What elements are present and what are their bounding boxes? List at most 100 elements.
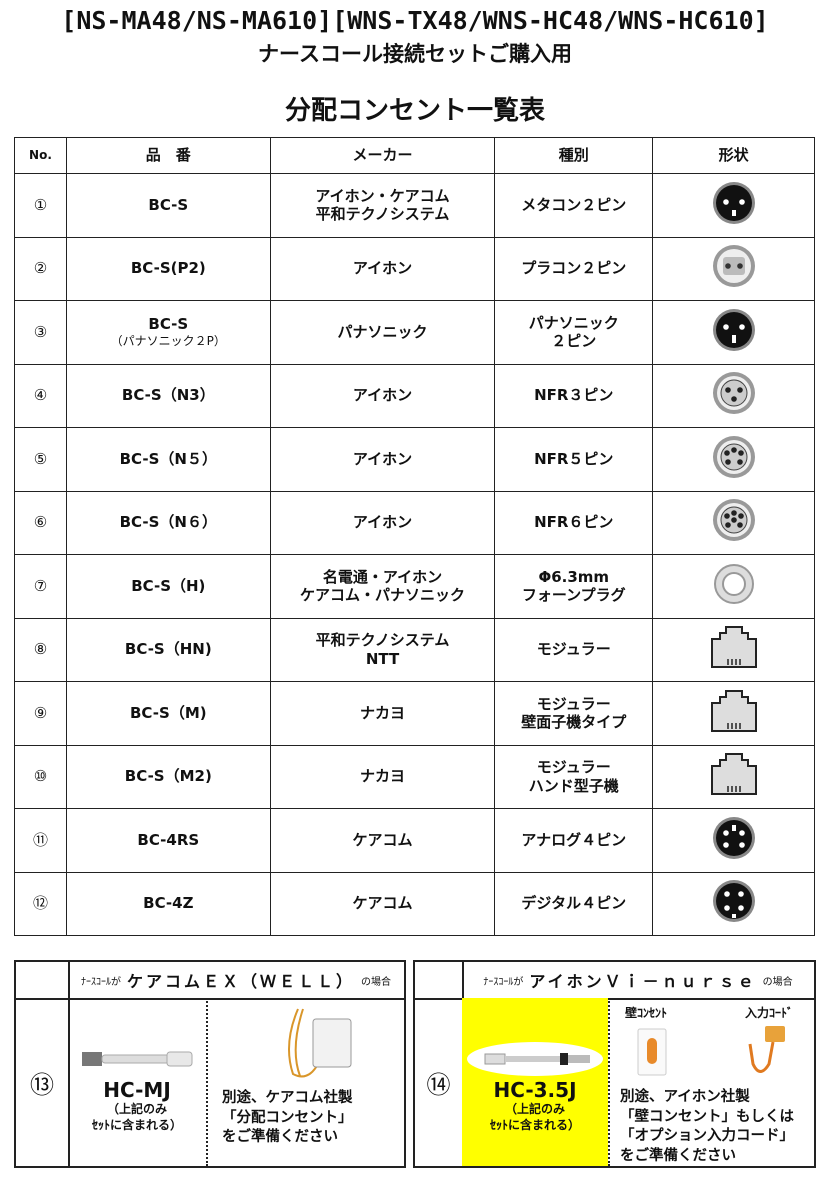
maker-cell: アイホン・ケアコム 平和テクノシステム — [269, 173, 496, 238]
outlet-product-icon — [288, 1008, 352, 1078]
shape-cell — [652, 808, 815, 873]
wall-outlet-label: 壁ｺﾝｾﾝﾄ — [625, 1006, 668, 1020]
maker-cell: ナカヨ — [269, 681, 496, 746]
type-line: モジュラー — [536, 640, 611, 659]
row-number: ⑥ — [14, 490, 67, 555]
prefix: ﾅｰｽｺｰﾙが — [80, 976, 121, 988]
placon-2pin-icon — [712, 245, 755, 288]
part-cell: BC-S（N５） — [65, 427, 271, 492]
maker-cell: ナカヨ — [269, 744, 496, 809]
column-header: No. — [14, 137, 67, 174]
type-line: デジタル４ピン — [521, 894, 627, 913]
type-line: 壁面子機タイプ — [521, 713, 627, 732]
hc-mj-cable-icon — [82, 1051, 193, 1067]
part-cell: BC-S（HN) — [65, 617, 271, 682]
column-header: 品 番 — [65, 137, 271, 174]
part-number: BC-4RS — [137, 830, 200, 849]
type-line: NFR５ピン — [534, 449, 614, 468]
maker-cell: 平和テクノシステム NTT — [269, 617, 496, 682]
part-number: BC-S（N3） — [121, 386, 215, 405]
maker-cell: 名電通・アイホン ケアコム・パナソニック — [269, 554, 496, 619]
maker-line: ナカヨ — [359, 767, 405, 786]
column-header: 種別 — [494, 137, 654, 174]
part-cell: BC-S — [65, 173, 271, 238]
type-line: パナソニック — [528, 313, 619, 332]
type-line: メタコン２ピン — [521, 195, 627, 214]
title-subtitle: ナースコール接続セットご購入用 — [258, 42, 572, 66]
shape-cell — [652, 871, 815, 936]
table-row: ⑤ BC-S（N５） アイホン NFR５ピン — [14, 427, 815, 492]
table-row: ⑧ BC-S（HN) 平和テクノシステム NTT モジュラー — [14, 617, 815, 682]
table-row: ④ BC-S（N3） アイホン NFR３ピン — [14, 363, 815, 428]
type-cell: NFR６ピン — [494, 490, 654, 555]
type-line: Φ6.3mm — [538, 567, 610, 586]
highlight-area — [462, 998, 608, 1166]
suffix: の場合 — [361, 976, 391, 988]
part-cell: BC-S（H) — [65, 554, 271, 619]
row-number: ⑦ — [14, 554, 67, 619]
part-number: BC-S(P2) — [130, 259, 206, 278]
shape-cell — [652, 681, 815, 746]
system-name: アイホンＶｉ－ｎｕｒｓｅ — [529, 972, 757, 991]
part-number: BC-S — [148, 195, 189, 214]
maker-line: ケアコム — [352, 830, 413, 849]
shape-cell — [652, 554, 815, 619]
type-line: NFR６ピン — [534, 513, 614, 532]
part-cell: BC-S （パナソニック２P） — [65, 300, 271, 365]
part-number: BC-S（H) — [131, 576, 206, 595]
part-cell: BC-S(P2) — [65, 236, 271, 301]
part-number: BC-S（N５） — [119, 449, 217, 468]
outlet-table: No. 品 番メーカー 種別 形状 ① BC-S アイホン・ケアコム 平和テクノシステム… — [14, 137, 815, 936]
suffix: の場合 — [762, 976, 793, 988]
maker-cell: アイホン — [269, 490, 496, 555]
modular-jack-icon — [710, 689, 757, 732]
type-cell: Φ6.3mm フォーンプラグ — [494, 554, 654, 619]
type-cell: アナログ４ピン — [494, 808, 654, 873]
maker-line: ケアコム — [352, 894, 413, 913]
maker-cell: アイホン — [269, 363, 496, 428]
column-header: 形状 — [652, 137, 815, 174]
nfr-6pin-icon — [712, 499, 755, 542]
type-line: ２ピン — [551, 332, 597, 351]
system-name: ケアコムＥＸ（ＷＥＬＬ） — [126, 972, 355, 991]
shape-cell — [652, 744, 815, 809]
title-models: [NS-MA48/NS-MA610][WNS-TX48/WNS-HC48/WNS… — [61, 6, 769, 35]
maker-line: パナソニック — [337, 322, 428, 341]
shape-cell — [652, 427, 815, 492]
type-cell: NFR３ピン — [494, 363, 654, 428]
note-line: 別途、アイホン社製 — [620, 1089, 750, 1105]
part-sub: （パナソニック２P） — [110, 334, 226, 349]
part-number: BC-S（HN) — [124, 640, 212, 659]
part-cell: BC-S（N６） — [65, 490, 271, 555]
maker-line: NTT — [365, 649, 400, 668]
note-line: 「壁コンセント」もしくは — [620, 1108, 794, 1125]
metacon-2pin-icon — [712, 181, 755, 224]
shape-cell — [652, 363, 815, 428]
note-line: をご準備ください — [222, 1129, 338, 1146]
part-number: BC-S（M2) — [124, 767, 212, 786]
maker-line: アイホン — [352, 513, 413, 532]
table-row: ⑦ BC-S（H) 名電通・アイホン ケアコム・パナソニック Φ6.3mm フォーン… — [14, 554, 815, 619]
row-number: ⑧ — [14, 617, 67, 682]
maker-line: アイホン — [352, 386, 413, 405]
analog-4pin-icon — [712, 816, 755, 859]
maker-line: 名電通・アイホン — [322, 567, 443, 586]
row-number: ① — [14, 173, 67, 238]
shape-cell — [652, 173, 815, 238]
maker-cell: アイホン — [269, 236, 496, 301]
panasonic-2pin-icon — [712, 308, 755, 351]
phone-jack-icon — [713, 563, 754, 604]
modular-jack-icon — [710, 626, 757, 669]
table-row: ② BC-S(P2) アイホン プラコン２ピン — [14, 236, 815, 301]
type-cell: パナソニック ２ピン — [494, 300, 654, 365]
included-note: ｾｯﾄに含まれる） — [91, 1117, 182, 1132]
maker-line: アイホン — [352, 449, 413, 468]
modular-jack-icon — [710, 753, 757, 796]
part-cell: BC-4Z — [65, 871, 271, 936]
maker-line: アイホン — [352, 259, 413, 278]
row-number: ③ — [14, 300, 67, 365]
note-line: をご準備ください — [620, 1147, 736, 1164]
maker-line: 平和テクノシステム — [315, 205, 450, 224]
row-number: ⑪ — [14, 808, 67, 873]
part-cell: BC-4RS — [65, 808, 271, 873]
